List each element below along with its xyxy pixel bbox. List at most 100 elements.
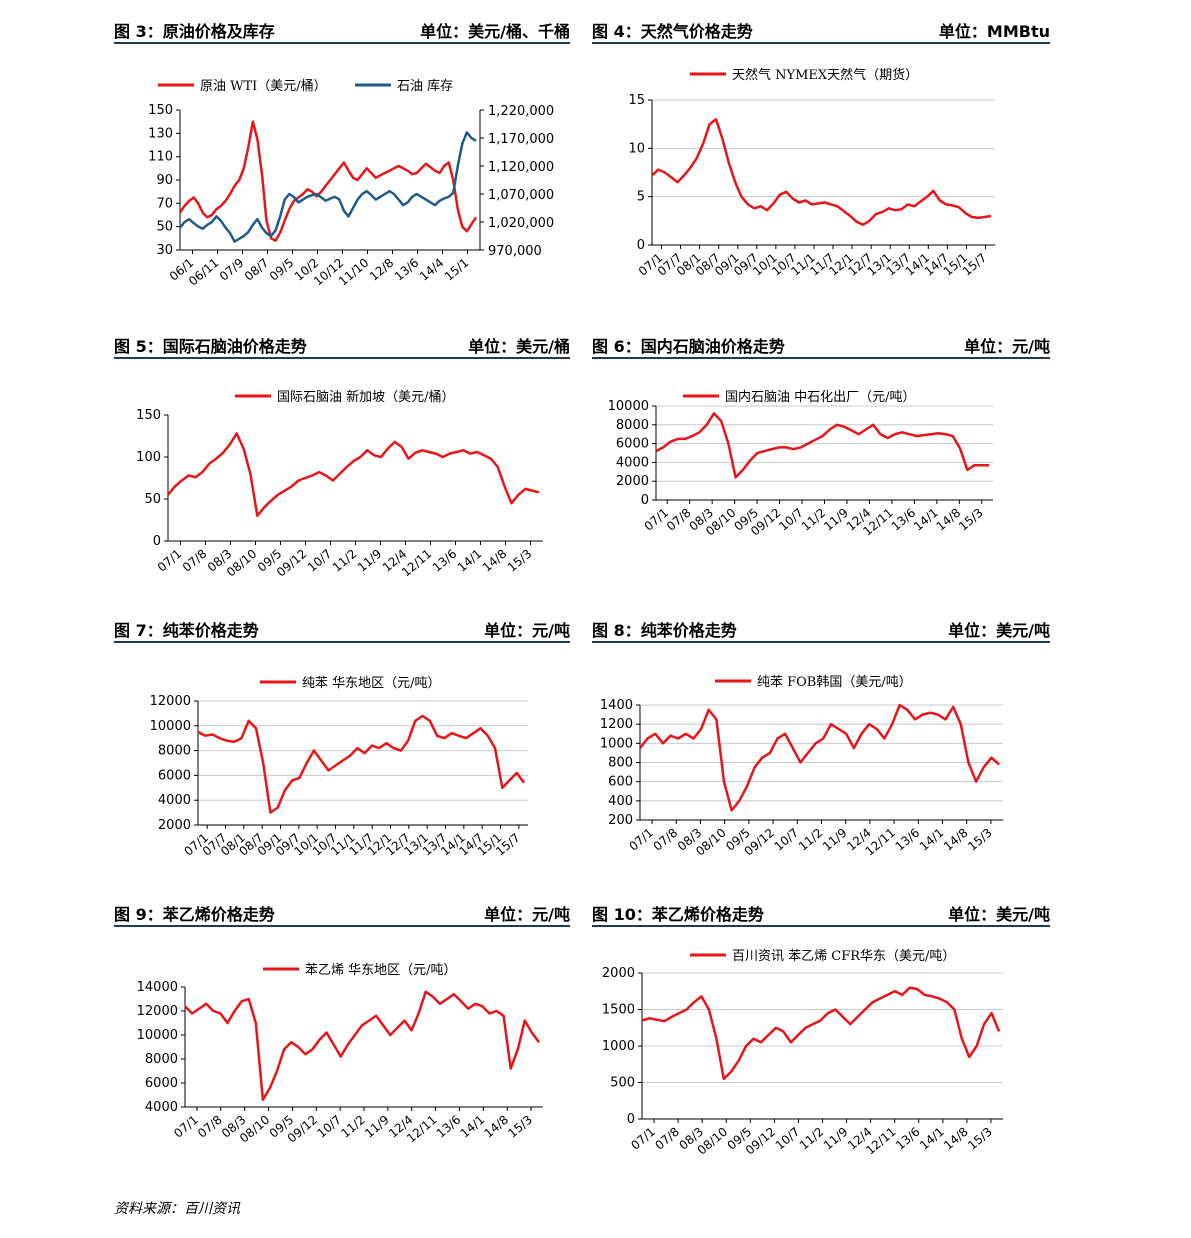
fig9-chart: 4000 6000 8000 10000 12000 14000 07/1 07/8 08/3 0… (0, 0, 560, 1190)
c3-ytick-label: 150 (148, 103, 173, 118)
c3-ytick-label: 50 (156, 220, 173, 235)
c7-ytick-label: 6000 (158, 768, 191, 783)
c10-svg: 050010001500200007/107/808/308/1009/509/… (602, 949, 1003, 1158)
c3-ytick-label: 130 (148, 126, 173, 141)
c6-ytick-label: 0 (641, 493, 649, 508)
c5-ytick-label: 50 (144, 492, 161, 507)
fig6-unit: 单位：元/吨 (964, 337, 1050, 356)
c10-ytick-label: 0 (627, 1112, 635, 1127)
fig7-title: 图 7：纯苯价格走势 (114, 621, 259, 640)
c9-legend-label: 苯乙烯 华东地区（元/吨） (305, 963, 457, 978)
c10-xtick-label: 07/8 (652, 1125, 682, 1153)
c7-series-line-0 (197, 714, 526, 814)
c10-ytick-label: 2000 (602, 966, 635, 981)
fig6-title: 图 6：国内石脑油价格走势 (592, 337, 785, 356)
c9-series-line-0 (184, 990, 541, 1102)
c8-ytick-label: 600 (608, 775, 633, 790)
fig9-header: 图 9：苯乙烯价格走势 单位：元/吨 (114, 899, 570, 927)
c7-ytick-label: 4000 (158, 793, 191, 808)
c3-y2tick-label: 1,020,000 (488, 216, 554, 231)
c3-ytick-label: 90 (156, 173, 173, 188)
c8-ytick-label: 800 (608, 756, 633, 771)
c3-y2tick-label: 1,120,000 (488, 160, 554, 175)
c10-xtick-label: 14/8 (941, 1125, 971, 1153)
c6-svg: 020004000600080001000007/107/808/308/100… (608, 389, 993, 539)
c6-ytick-label: 8000 (616, 418, 649, 433)
fig4-title: 图 4：天然气价格走势 (592, 22, 753, 41)
c3-series-line-1 (179, 131, 477, 243)
c3-ytick-label: 110 (148, 150, 173, 165)
c7-ytick-label: 10000 (150, 719, 191, 734)
c8-svg: 20040060080010001200140007/107/808/308/1… (600, 675, 1003, 859)
c3-y2tick-label: 1,170,000 (488, 132, 554, 147)
c4-ytick-label: 5 (637, 190, 645, 205)
c10-xtick-label: 11/9 (821, 1125, 851, 1153)
c10-xtick-label: 10/7 (773, 1125, 803, 1153)
c8-ytick-label: 200 (608, 813, 633, 828)
fig5-title: 图 5：国际石脑油价格走势 (114, 337, 307, 356)
c8-ytick-label: 1200 (600, 717, 633, 732)
c3-ytick-label: 70 (156, 196, 173, 211)
c10-legend-label: 百川资讯 苯乙烯 CFR华东（美元/吨） (732, 949, 955, 964)
fig9-unit: 单位：元/吨 (484, 905, 570, 924)
c10-xtick-label: 15/3 (965, 1125, 995, 1153)
c7-ytick-label: 12000 (150, 694, 191, 709)
c8-ytick-label: 400 (608, 794, 633, 809)
c3-legend-label: 原油 WTI（美元/桶） (200, 79, 327, 94)
c6-series-line-0 (655, 412, 989, 479)
c5-ytick-label: 100 (136, 450, 161, 465)
c3-y2tick-label: 1,220,000 (488, 104, 554, 119)
fig8-unit: 单位：美元/吨 (948, 621, 1050, 640)
source-note: 资料来源：百川资讯 (114, 1201, 240, 1217)
fig3-unit: 单位：美元/桶、千桶 (420, 22, 570, 41)
fig4-header: 图 4：天然气价格走势 单位：MMBtu (592, 16, 1050, 44)
c6-ytick-label: 6000 (616, 437, 649, 452)
fig4-unit: 单位：MMBtu (938, 22, 1050, 41)
c4-series-line-0 (651, 118, 992, 226)
c9-ytick-label: 4000 (145, 1100, 178, 1115)
c3-y2tick-label: 970,000 (488, 244, 542, 259)
c3-ytick-label: 30 (156, 243, 173, 258)
c8-ytick-label: 1400 (600, 698, 633, 713)
fig10-chart: 0 500 1000 1500 2000 07/1 07/8 08/3 08/10 09/5 09/… (602, 949, 1003, 1158)
c10-ytick-label: 1000 (602, 1039, 635, 1054)
c3-y2tick-label: 1,070,000 (488, 188, 554, 203)
fig8-title: 图 8：纯苯价格走势 (592, 621, 737, 640)
c8-series-line-0 (639, 703, 1000, 812)
c5-series-line-0 (167, 432, 540, 518)
c8-ytick-label: 1000 (600, 736, 633, 751)
c5-ytick-label: 150 (136, 408, 161, 423)
c4-svg: 05101507/107/708/108/709/109/710/110/711… (628, 67, 995, 279)
fig10-unit: 单位：美元/吨 (948, 905, 1050, 924)
c4-legend-label: 天然气 NYMEX天然气（期货） (732, 67, 918, 83)
c5-legend-label: 国际石脑油 新加坡（美元/桶） (277, 389, 455, 405)
c9-ytick-label: 6000 (145, 1076, 178, 1091)
c10-xtick-label: 07/1 (628, 1125, 658, 1153)
c3-legend-label: 石油 库存 (397, 78, 453, 94)
fig10-title: 图 10：苯乙烯价格走势 (592, 905, 764, 924)
c4-ytick-label: 10 (628, 141, 645, 156)
c5-ytick-label: 0 (153, 534, 161, 549)
fig4-chart: 0 5 10 15 07/1 07/7 08/1 08/7 09/1 09/7 10/1 10/7 11… (0, 0, 1050, 310)
fig5-chart: 0 50 100 150 07/1 07/8 08/3 08/10 09/5 09/12 10/7 1… (0, 0, 560, 600)
c6-ytick-label: 2000 (616, 474, 649, 489)
c10-series-line-0 (641, 986, 1001, 1081)
c9-ytick-label: 8000 (145, 1052, 178, 1067)
fig8-chart: 200 400 600 800 1000 1200 1400 07/1 07/8 08/3 08/1… (600, 675, 1003, 859)
c6-legend-label: 国内石脑油 中石化出厂（元/吨） (725, 389, 916, 405)
fig9-title: 图 9：苯乙烯价格走势 (114, 905, 275, 924)
c6-ytick-label: 4000 (616, 455, 649, 470)
c4-ytick-label: 0 (637, 238, 645, 253)
fig6-header: 图 6：国内石脑油价格走势 单位：元/吨 (592, 331, 1050, 359)
c3-svg: 30 50 70 90 110 130 150 970,000 1,020,000 1,070,0… (148, 78, 554, 289)
fig5-unit: 单位：美元/桶 (468, 337, 570, 356)
c10-xtick-label: 14/1 (917, 1125, 947, 1153)
c9-svg: 40006000800010000120001400007/107/808/30… (137, 963, 543, 1146)
c10-ytick-label: 500 (610, 1076, 635, 1091)
c10-xtick-label: 11/2 (797, 1125, 827, 1153)
c7-svg: 2000400060008000100001200007/107/708/108… (150, 676, 528, 859)
fig5-header: 图 5：国际石脑油价格走势 单位：美元/桶 (114, 331, 570, 359)
fig8-header: 图 8：纯苯价格走势 单位：美元/吨 (592, 615, 1050, 643)
fig7-header: 图 7：纯苯价格走势 单位：元/吨 (114, 615, 570, 643)
fig3-title: 图 3：原油价格及库存 (114, 22, 275, 41)
